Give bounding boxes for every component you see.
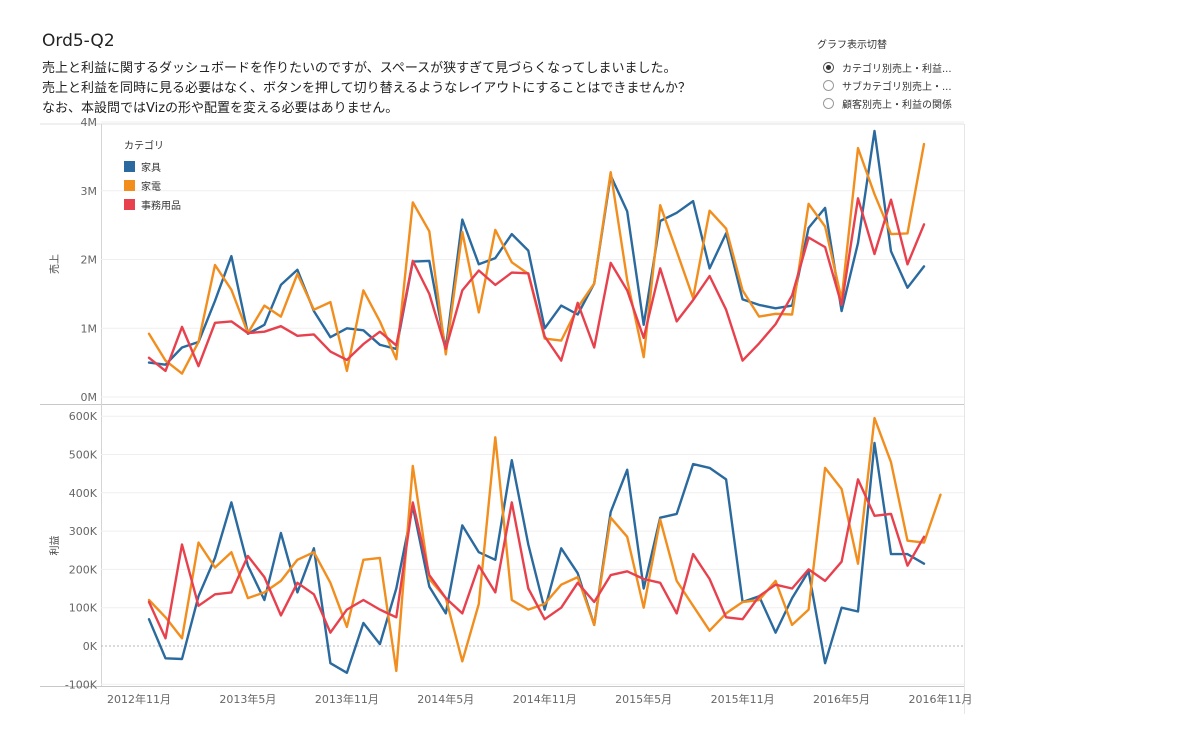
legend-item-office-supplies[interactable]: 事務用品	[124, 195, 181, 214]
profit-panel: -100K 0K 100K 200K 300K 400K 500K 600K 利益	[48, 410, 964, 691]
y-tick-label: 600K	[69, 410, 98, 423]
radio-unselected-icon[interactable]	[823, 97, 834, 109]
series-line-事務用品	[147, 478, 926, 640]
y-tick-label: 0M	[81, 391, 98, 404]
description-line-1: 売上と利益に関するダッシュボードを作りたいのですが、スペースが狭すぎて見づらくな…	[42, 61, 677, 76]
y-tick-label: 500K	[69, 449, 98, 462]
dashboard-title: Ord5-Q2	[42, 31, 115, 51]
x-tick-label: 2016年11月	[908, 692, 972, 706]
y-tick-label: 4M	[81, 116, 98, 129]
toggle-option-subcategory[interactable]: サブカテゴリ別売上・...	[817, 76, 987, 94]
graph-toggle-title: グラフ表示切替	[817, 40, 887, 51]
x-tick-label: 2014年5月	[417, 692, 474, 706]
y-tick-label: 2M	[81, 254, 98, 267]
y-axis-title: 利益	[48, 536, 61, 556]
sales-panel: 0M 1M 2M 3M 4M 売上	[48, 116, 964, 404]
toggle-option-customer[interactable]: 顧客別売上・利益の関係	[817, 94, 987, 112]
legend-swatch-furniture	[124, 161, 135, 172]
x-tick-label: 2016年5月	[813, 692, 870, 706]
radio-selected-icon[interactable]	[823, 61, 834, 73]
legend-title: カテゴリ	[124, 141, 164, 152]
x-tick-label: 2012年11月	[107, 692, 171, 706]
series-line-家具	[147, 129, 926, 366]
legend-label: 家電	[141, 182, 161, 193]
y-tick-label: 400K	[69, 487, 98, 500]
x-tick-label: 2013年5月	[219, 692, 276, 706]
x-tick-label: 2015年5月	[615, 692, 672, 706]
y-axis-title: 売上	[48, 254, 61, 274]
y-tick-label: -100K	[65, 678, 98, 691]
y-tick-label: 1M	[81, 322, 98, 335]
legend-item-appliances[interactable]: 家電	[124, 176, 181, 195]
description-line-3: なお、本設問ではVizの形や配置を変える必要はありません。	[42, 101, 399, 116]
legend-swatch-office-supplies	[124, 199, 135, 210]
series-line-家電	[147, 142, 926, 375]
legend-item-furniture[interactable]: 家具	[124, 157, 181, 176]
y-tick-label: 0K	[83, 640, 98, 653]
legend-swatch-appliances	[124, 180, 135, 191]
y-tick-label: 200K	[69, 563, 98, 576]
y-tick-label: 300K	[69, 525, 98, 538]
graph-toggle-panel: グラフ表示切替 カテゴリ別売上・利益... サブカテゴリ別売上・... 顧客別売…	[817, 36, 987, 112]
legend-label: 事務用品	[141, 201, 181, 212]
x-tick-label: 2015年11月	[711, 692, 775, 706]
category-legend: カテゴリ 家具 家電 事務用品	[124, 137, 181, 214]
y-tick-label: 100K	[69, 602, 98, 615]
x-tick-label: 2013年11月	[315, 692, 379, 706]
y-tick-label: 3M	[81, 185, 98, 198]
toggle-option-category[interactable]: カテゴリ別売上・利益...	[817, 58, 987, 76]
series-line-家電	[147, 416, 942, 673]
radio-unselected-icon[interactable]	[823, 79, 834, 91]
series-line-事務用品	[147, 197, 926, 373]
legend-label: 家具	[141, 163, 161, 174]
description-line-2: 売上と利益を同時に見る必要はなく、ボタンを押して切り替えるようなレイアウトにする…	[42, 81, 691, 96]
x-tick-label: 2014年11月	[513, 692, 577, 706]
series-line-家具	[147, 441, 926, 674]
